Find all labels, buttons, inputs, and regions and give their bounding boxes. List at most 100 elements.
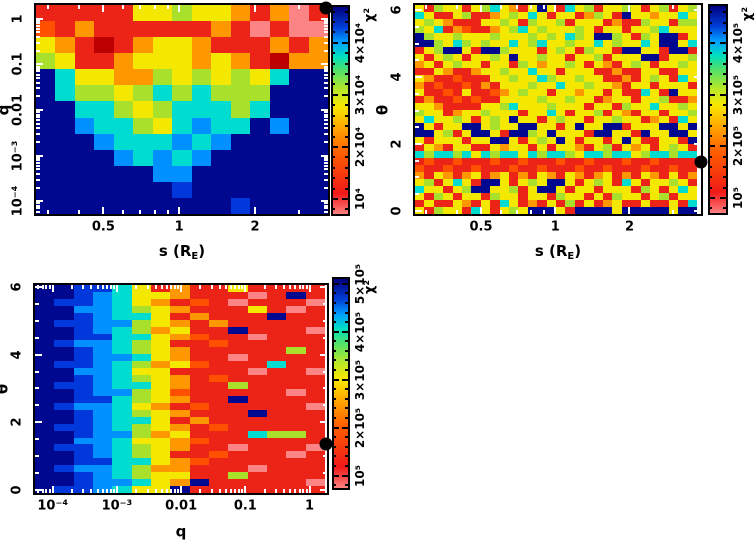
colorbar-tick-mark xyxy=(345,436,348,439)
heatmap-cell xyxy=(443,137,453,145)
y-tick-mark xyxy=(35,370,39,373)
heatmap-cell xyxy=(267,361,287,369)
heatmap-cell xyxy=(687,109,697,117)
heatmap-cell xyxy=(490,123,500,131)
y-tick-mark xyxy=(697,126,701,129)
y-tick-mark xyxy=(36,49,40,52)
x-tick-mark xyxy=(282,489,285,493)
heatmap-cell xyxy=(612,11,622,19)
y-tick-mark xyxy=(36,140,40,143)
heatmap-cell xyxy=(93,416,113,424)
heatmap-cell xyxy=(93,291,113,299)
heatmap-cell xyxy=(490,5,500,12)
y-tick-mark xyxy=(415,76,422,78)
heatmap-cell xyxy=(133,69,153,86)
heatmap-cell xyxy=(112,305,132,313)
heatmap-cell xyxy=(640,81,650,89)
heatmap-cell xyxy=(54,416,74,424)
heatmap-cell xyxy=(518,123,528,131)
heatmap-cell xyxy=(54,326,74,334)
heatmap-cell xyxy=(74,37,95,54)
heatmap-cell xyxy=(471,67,481,75)
colorbar-tick-mark xyxy=(333,135,335,138)
heatmap-cell xyxy=(35,361,55,369)
y-tick-mark xyxy=(324,19,328,22)
x-axis-label-subscript: E xyxy=(191,251,199,262)
y-tick-mark xyxy=(324,22,328,25)
heatmap-cell xyxy=(151,354,171,362)
heatmap-cell xyxy=(631,88,641,96)
heatmap-cell xyxy=(443,67,453,75)
heatmap-cell xyxy=(191,5,212,22)
heatmap-cell xyxy=(631,172,641,180)
heatmap-cell xyxy=(499,60,509,68)
heatmap-cell xyxy=(191,37,212,54)
heatmap-cell xyxy=(112,458,132,466)
heatmap-cell xyxy=(612,95,622,103)
heatmap-cell xyxy=(191,69,212,86)
heatmap-cell xyxy=(131,437,151,445)
heatmap-cell xyxy=(112,354,132,362)
y-tick-mark xyxy=(415,9,422,12)
heatmap-cell xyxy=(209,285,229,292)
heatmap-cell xyxy=(527,39,538,47)
colorbar-tick-mark xyxy=(342,426,348,429)
heatmap-cell xyxy=(152,165,173,182)
colorbar-tick-mark xyxy=(333,52,335,55)
heatmap-cell xyxy=(415,102,425,110)
heatmap-cell xyxy=(518,81,528,89)
heatmap-cell xyxy=(593,193,603,201)
heatmap-cell xyxy=(35,472,55,480)
heatmap-cell xyxy=(308,85,328,102)
heatmap-cell xyxy=(471,200,481,208)
heatmap-cell xyxy=(74,149,95,166)
heatmap-cell xyxy=(131,298,151,306)
heatmap-cell xyxy=(113,5,134,22)
heatmap-cell xyxy=(640,186,650,194)
heatmap-cell xyxy=(112,402,132,410)
heatmap-cell xyxy=(191,165,212,182)
heatmap-cell xyxy=(565,74,575,82)
heatmap-cell xyxy=(668,18,679,26)
x-tick-mark xyxy=(46,5,49,9)
heatmap-cell xyxy=(247,285,267,292)
y-tick-label: 0.01 xyxy=(10,94,26,127)
colorbar-tick-mark xyxy=(710,83,712,86)
heatmap-cell xyxy=(640,18,650,26)
colorbar-tick-mark xyxy=(334,321,336,324)
heatmap-cell xyxy=(640,53,650,61)
heatmap-cell xyxy=(247,319,267,327)
colorbar-tick-mark xyxy=(333,197,338,200)
y-tick-mark xyxy=(324,35,328,38)
heatmap-cell xyxy=(687,25,697,33)
heatmap-cell xyxy=(250,117,270,134)
colorbar-tick-label: 2×10⁴ xyxy=(353,126,367,168)
heatmap-cell xyxy=(191,21,212,38)
heatmap-cell xyxy=(668,179,679,187)
x-tick-mark xyxy=(234,285,237,289)
y-tick-label: 6 xyxy=(9,282,25,292)
heatmap-cell xyxy=(574,172,585,180)
heatmap-cell xyxy=(35,333,55,341)
heatmap-cell xyxy=(659,186,669,194)
heatmap-cell xyxy=(480,18,491,26)
heatmap-cell xyxy=(537,102,547,110)
y-tick-mark xyxy=(324,186,328,189)
colorbar-tick-mark xyxy=(723,176,726,179)
heatmap-cell xyxy=(471,151,481,159)
heatmap-cell xyxy=(555,144,566,152)
heatmap-cell xyxy=(230,181,251,198)
heatmap-cell xyxy=(94,101,114,118)
x-tick-mark xyxy=(210,489,213,493)
heatmap-cell xyxy=(170,437,190,445)
heatmap-cell xyxy=(433,123,444,131)
heatmap-cell xyxy=(151,312,171,320)
heatmap-cell xyxy=(687,102,697,110)
heatmap-cell xyxy=(35,465,55,473)
heatmap-cell xyxy=(527,207,538,214)
heatmap-cell xyxy=(54,319,74,327)
heatmap-cell xyxy=(649,18,660,26)
y-tick-mark xyxy=(321,63,328,66)
heatmap-cell xyxy=(433,151,444,159)
y-tick-mark xyxy=(36,172,40,175)
